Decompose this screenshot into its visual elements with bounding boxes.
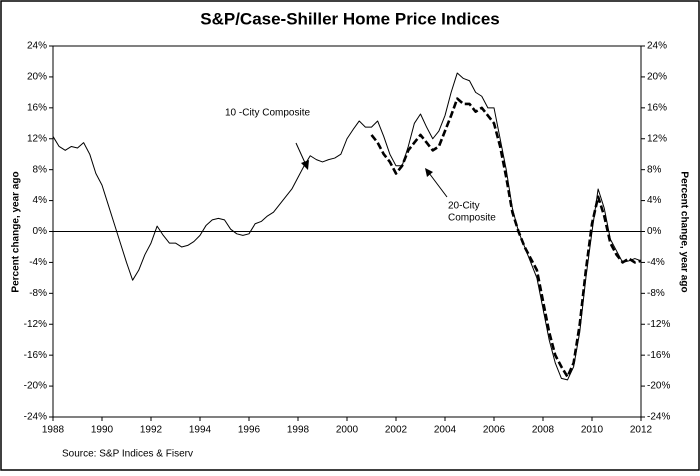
series-line: [52, 72, 642, 381]
x-tick-label: 1994: [189, 425, 212, 436]
y2-tick-label: 24%: [647, 41, 667, 52]
y2-tick-label: 4%: [647, 195, 662, 206]
y-tick-label: 0%: [33, 226, 48, 237]
annotation-arrowhead: [425, 168, 433, 177]
y2-tick-label: -4%: [647, 257, 665, 268]
y-tick-label: -8%: [29, 288, 47, 299]
y2-tick-label: -20%: [647, 381, 670, 392]
x-tick-label: 2008: [532, 425, 555, 436]
x-tick-label: 1996: [238, 425, 261, 436]
x-tick-label: 1998: [287, 425, 310, 436]
source-note: Source: S&P Indices & Fiserv: [62, 449, 193, 460]
x-tick-label: 2002: [385, 425, 408, 436]
x-tick-label: 1990: [91, 425, 114, 436]
x-tick-label: 1992: [140, 425, 163, 436]
annotation: 20-City: [448, 201, 480, 212]
y2-tick-label: 12%: [647, 133, 667, 144]
annotation-arrow: [428, 172, 448, 198]
y-tick-label: 12%: [27, 133, 47, 144]
y-tick-label: -12%: [24, 319, 47, 330]
y2-tick-label: -8%: [647, 288, 665, 299]
annotation-arrow: [295, 142, 307, 166]
x-tick-label: 1988: [42, 425, 65, 436]
y2-tick-label: 0%: [647, 226, 662, 237]
y-tick-label: 24%: [27, 41, 47, 52]
y-tick-label: 16%: [27, 102, 47, 113]
x-tick-label: 2006: [483, 425, 506, 436]
x-tick-label: 2004: [434, 425, 457, 436]
y2-tick-label: 16%: [647, 102, 667, 113]
y2-axis-label: Percent change, year ago: [678, 171, 689, 292]
y-tick-label: 20%: [27, 72, 47, 83]
y-tick-label: 4%: [33, 195, 48, 206]
y2-tick-label: -16%: [647, 350, 670, 361]
chart-title: S&P/Case-Shiller Home Price Indices: [200, 9, 500, 28]
series-line: [370, 97, 642, 379]
y2-tick-label: 8%: [647, 164, 662, 175]
y-axis-label: Percent change, year ago: [11, 171, 22, 292]
annotation: Composite: [448, 213, 496, 224]
x-tick-label: 2010: [581, 425, 604, 436]
y-tick-label: -24%: [24, 412, 47, 423]
y-tick-label: -20%: [24, 381, 47, 392]
y-tick-label: -4%: [29, 257, 47, 268]
x-tick-label: 2012: [630, 425, 653, 436]
y-tick-label: 8%: [33, 164, 48, 175]
y2-tick-label: -12%: [647, 319, 670, 330]
y2-tick-label: -24%: [647, 412, 670, 423]
y-tick-label: -16%: [24, 350, 47, 361]
y2-tick-label: 20%: [647, 72, 667, 83]
annotation: 10 -City Composite: [225, 108, 310, 119]
x-tick-label: 2000: [336, 425, 359, 436]
